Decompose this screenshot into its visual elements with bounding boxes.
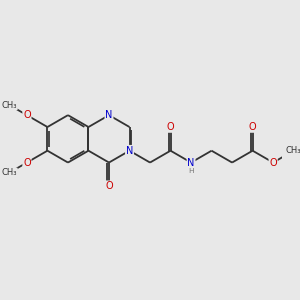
Text: CH₃: CH₃ xyxy=(2,100,17,109)
Text: O: O xyxy=(167,122,174,132)
Text: H: H xyxy=(188,168,194,174)
Text: N: N xyxy=(126,146,133,156)
Text: O: O xyxy=(23,158,31,167)
Text: N: N xyxy=(105,110,113,120)
Text: CH₃: CH₃ xyxy=(2,168,17,177)
Text: O: O xyxy=(105,181,113,191)
Text: N: N xyxy=(188,158,195,167)
Text: O: O xyxy=(249,122,256,132)
Text: O: O xyxy=(269,158,277,167)
Text: O: O xyxy=(23,110,31,120)
Text: CH₃: CH₃ xyxy=(286,146,300,155)
